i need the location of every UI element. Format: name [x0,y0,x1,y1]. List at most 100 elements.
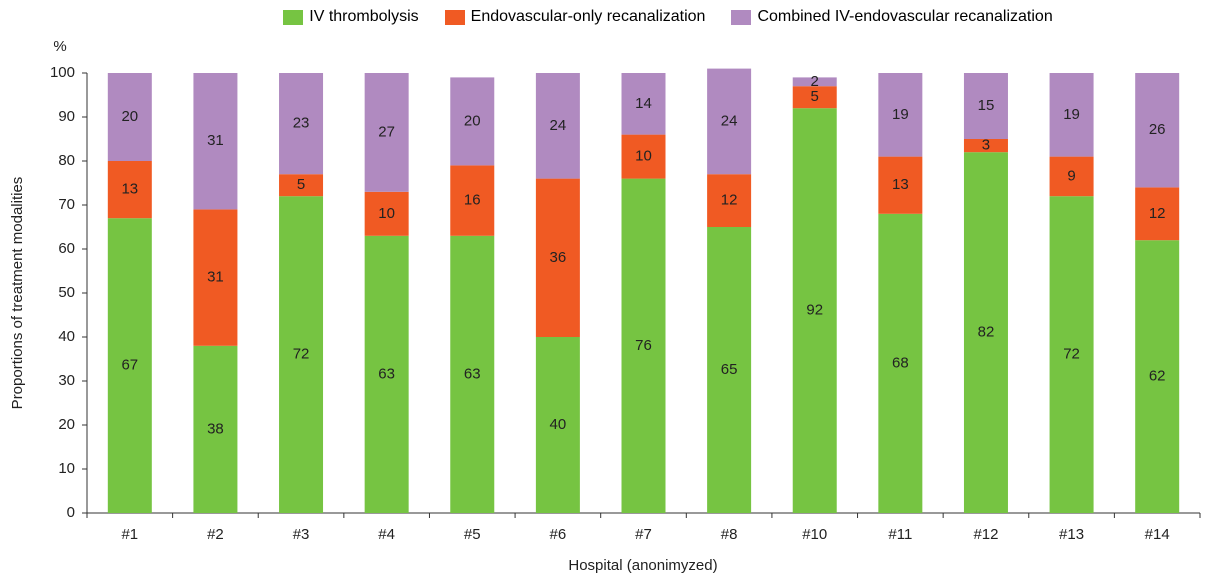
bar-segment [1049,73,1094,157]
data-label: 65 [721,361,738,378]
data-label: 5 [297,176,305,193]
bar-segment [878,73,923,157]
data-label: 38 [207,420,224,437]
bar-segment [1049,156,1094,197]
y-tick-label: 50 [58,284,75,301]
bar-segment [450,235,495,514]
y-tick-label: 10 [58,460,75,477]
y-unit: % [53,38,66,55]
y-tick-label: 60 [58,240,75,257]
data-label: 3 [982,137,990,154]
bar-segment [107,161,152,219]
x-tick-label: #12 [973,526,998,543]
x-tick-label: #11 [888,526,912,543]
bar-segment [621,178,666,513]
x-tick-label: #3 [293,526,310,543]
data-label: 76 [635,337,652,354]
bar-segment [107,218,152,513]
data-label: 63 [378,365,395,382]
legend: IV thrombolysis Endovascular-only recanal… [0,8,1216,26]
data-label: 2 [811,73,819,90]
data-label: 16 [464,192,481,209]
x-tick-label: #10 [802,526,827,543]
bar-segment [193,73,238,210]
data-label: 72 [293,346,310,363]
legend-swatch [283,9,304,25]
data-label: 5 [811,88,819,105]
data-label: 13 [121,181,138,198]
bar-segment [193,345,238,513]
bar-segment [707,68,752,175]
bar-segment [963,73,1008,139]
data-label: 40 [550,416,567,433]
bar-segment [535,337,580,513]
bar-segment [792,86,837,109]
data-label: 20 [464,112,481,129]
bar-segment [963,152,1008,513]
bar-segment [364,235,409,514]
data-label: 12 [1149,205,1166,222]
bar-segment [878,213,923,514]
y-tick-label: 0 [67,504,75,521]
y-tick-label: 80 [58,152,75,169]
x-tick-label: #6 [550,526,567,543]
data-label: 27 [378,123,395,140]
bar-segment [107,73,152,161]
data-label: 14 [635,95,652,112]
x-tick-label: #5 [464,526,481,543]
data-label: 67 [121,357,138,374]
data-label: 19 [1063,106,1080,123]
y-tick-label: 30 [58,372,75,389]
y-tick-label: 70 [58,196,75,213]
data-label: 72 [1063,346,1080,363]
bar-segment [963,139,1008,153]
data-label: 68 [892,354,909,371]
bar-segment [535,73,580,179]
bar-segment [621,73,666,135]
legend-label: IV thrombolysis [309,8,419,25]
data-label: 15 [978,97,995,114]
bar-segment [1049,196,1094,513]
legend-item: Endovascular-only recanalization [444,8,706,26]
y-tick-label: 90 [58,108,75,125]
data-label: 26 [1149,121,1166,138]
data-label: 19 [892,106,909,123]
x-tick-label: #7 [635,526,652,543]
y-tick-label: 20 [58,416,75,433]
y-axis-title: Proportions of treatment modalities [9,177,26,410]
x-tick-label: #8 [721,526,738,543]
bar-segment [1135,240,1180,513]
bar-segment [279,73,324,175]
legend-swatch [444,9,465,25]
data-label: 23 [293,115,310,132]
data-label: 12 [721,192,738,209]
data-label: 82 [978,324,995,341]
y-tick-label: 40 [58,328,75,345]
data-label: 24 [550,117,567,134]
legend-item: IV thrombolysis [283,8,419,26]
data-label: 31 [207,132,224,149]
data-label: 10 [378,205,395,222]
data-label: 31 [207,269,224,286]
x-tick-label: #4 [378,526,395,543]
data-label: 9 [1067,167,1075,184]
y-tick-label: 100 [50,64,75,81]
x-axis-title: Hospital (anonimyzed) [568,557,717,574]
bar-segment [279,174,324,197]
data-label: 20 [121,108,138,125]
data-label: 13 [892,176,909,193]
bar-segment [279,196,324,513]
bar-segment [450,77,495,166]
data-label: 36 [550,249,567,266]
x-tick-label: #2 [207,526,224,543]
bar-segment [792,77,837,87]
bar-segment [707,227,752,513]
legend-item: Combined IV-endovascular recanalization [731,8,1053,26]
bar-segment [707,174,752,227]
legend-label: Endovascular-only recanalization [470,8,706,25]
data-label: 63 [464,365,481,382]
data-label: 24 [721,112,738,129]
legend-label: Combined IV-endovascular recanalization [757,8,1053,25]
